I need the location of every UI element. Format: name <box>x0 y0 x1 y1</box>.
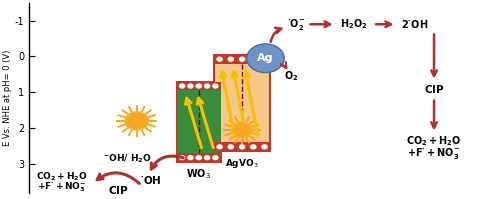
Text: Ag: Ag <box>257 53 274 63</box>
Text: AgVO$_3$: AgVO$_3$ <box>226 157 259 170</box>
Circle shape <box>250 145 256 149</box>
Text: $\mathbf{+ F^{\cdot} + NO_3^{-}}$: $\mathbf{+ F^{\cdot} + NO_3^{-}}$ <box>37 180 86 194</box>
Bar <box>214 55 270 64</box>
Bar <box>176 82 221 162</box>
Circle shape <box>262 145 267 149</box>
Circle shape <box>213 156 218 160</box>
Bar <box>176 153 221 162</box>
Text: $\mathbf{CO_2 + H_2O}$: $\mathbf{CO_2 + H_2O}$ <box>36 170 88 183</box>
Circle shape <box>188 84 193 88</box>
Text: $\mathbf{^{\bullet}OH}$: $\mathbf{^{\bullet}OH}$ <box>140 174 162 186</box>
Circle shape <box>180 156 184 160</box>
Circle shape <box>240 57 244 61</box>
Circle shape <box>180 84 184 88</box>
Text: $\mathbf{2^{\bullet}OH}$: $\mathbf{2^{\bullet}OH}$ <box>401 18 428 30</box>
Circle shape <box>204 84 210 88</box>
Bar <box>214 142 270 151</box>
Bar <box>214 55 270 151</box>
Circle shape <box>188 156 193 160</box>
Circle shape <box>196 84 202 88</box>
Circle shape <box>250 57 256 61</box>
Text: $\mathbf{+ F^{\cdot} + NO_3^{-}}$: $\mathbf{+ F^{\cdot} + NO_3^{-}}$ <box>408 146 461 161</box>
Circle shape <box>217 57 222 61</box>
Bar <box>176 91 221 153</box>
Text: $\mathbf{H_2O_2}$: $\mathbf{H_2O_2}$ <box>340 17 368 31</box>
Text: $\mathbf{CIP}$: $\mathbf{CIP}$ <box>108 184 128 196</box>
Circle shape <box>213 84 218 88</box>
Bar <box>176 82 221 91</box>
Circle shape <box>233 123 251 137</box>
Text: $\mathbf{CIP}$: $\mathbf{CIP}$ <box>424 83 444 95</box>
Y-axis label: E Vs. NHE at pH= 0 (V): E Vs. NHE at pH= 0 (V) <box>3 50 12 146</box>
Text: $\mathbf{^{\bullet}O_2^{-}}$: $\mathbf{^{\bullet}O_2^{-}}$ <box>286 17 305 32</box>
Circle shape <box>204 156 210 160</box>
Text: $\mathbf{CO_2 + H_2O}$: $\mathbf{CO_2 + H_2O}$ <box>406 134 462 147</box>
Circle shape <box>246 44 284 73</box>
Circle shape <box>228 57 234 61</box>
Circle shape <box>127 113 146 128</box>
Text: $\mathbf{O_2}$: $\mathbf{O_2}$ <box>284 69 298 83</box>
Circle shape <box>217 145 222 149</box>
Text: $\mathbf{^{-}OH/\ H_2O}$: $\mathbf{^{-}OH/\ H_2O}$ <box>103 152 152 165</box>
Circle shape <box>228 145 234 149</box>
Circle shape <box>232 122 252 138</box>
Circle shape <box>262 57 267 61</box>
Text: WO$_3$: WO$_3$ <box>186 168 211 181</box>
Circle shape <box>240 145 244 149</box>
Circle shape <box>125 112 148 130</box>
Circle shape <box>196 156 202 160</box>
